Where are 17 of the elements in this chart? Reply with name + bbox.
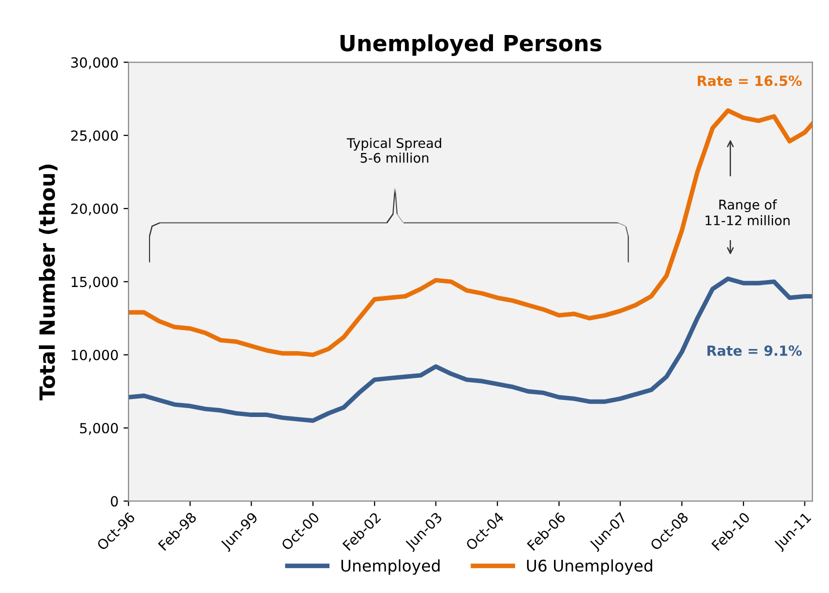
y-tick-label: 5,000 — [80, 422, 118, 435]
annotation: Rate = 16.5% — [698, 76, 802, 86]
y-axis-title: Total Number (thou) — [38, 164, 58, 400]
annotation: Rate = 9.1% — [707, 345, 802, 356]
y-tick-label: 0 — [110, 496, 118, 507]
legend-label: Unemployed — [341, 559, 440, 575]
chart-title: Unemployed Persons — [340, 34, 602, 56]
y-tick-label: 25,000 — [71, 130, 118, 142]
annotation: Range of 11-12 million — [706, 199, 790, 226]
annotation: Typical Spread 5-6 million — [346, 138, 442, 163]
legend-label: U6 Unemployed — [527, 559, 652, 575]
y-tick-label: 10,000 — [72, 350, 118, 362]
y-tick-label: 20,000 — [71, 204, 118, 216]
line-series — [128, 276, 812, 423]
line-series — [128, 108, 812, 358]
y-tick-label: 30,000 — [71, 57, 118, 70]
y-tick-label: 15,000 — [72, 276, 118, 289]
